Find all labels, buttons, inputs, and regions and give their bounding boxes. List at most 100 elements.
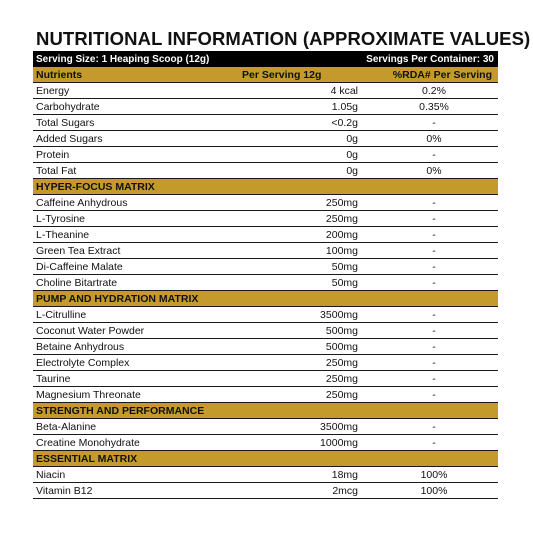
nutrient-name: Protein [36, 148, 70, 161]
nutrient-amount: 250mg [325, 356, 358, 369]
nutrient-rda: - [432, 308, 436, 321]
table-row: Taurine 250mg - [33, 371, 498, 387]
table-row: Di-Caffeine Malate 50mg - [33, 259, 498, 275]
table-row: Magnesium Threonate 250mg - [33, 387, 498, 403]
table-row: Carbohydrate 1.05g 0.35% [33, 99, 498, 115]
nutrient-rda: - [432, 276, 436, 289]
nutrient-amount: 200mg [325, 228, 358, 241]
nutrient-name: Carbohydrate [36, 100, 100, 113]
nutrient-name: Green Tea Extract [36, 244, 121, 257]
nutrient-name: Choline Bitartrate [36, 276, 118, 289]
nutrient-amount: 3500mg [320, 308, 358, 321]
nutrient-rda: - [432, 388, 436, 401]
nutrient-name: Taurine [36, 372, 71, 385]
nutrient-amount: 1.05g [331, 100, 358, 113]
nutrient-rda: - [432, 372, 436, 385]
nutrient-rda: 100% [420, 468, 448, 481]
nutrient-amount: 250mg [325, 388, 358, 401]
nutrient-rda: 0% [426, 164, 442, 177]
nutrient-rda: - [432, 228, 436, 241]
table-row: Total Fat 0g 0% [33, 163, 498, 179]
section-title: PUMP AND HYDRATION MATRIX [36, 292, 199, 305]
nutrient-name: Niacin [36, 468, 66, 481]
serving-bar: Serving Size: 1 Heaping Scoop (12g) Serv… [33, 51, 498, 67]
table-row: Electrolyte Complex 250mg - [33, 355, 498, 371]
nutrient-name: L-Tyrosine [36, 212, 86, 225]
nutrient-name: L-Theanine [36, 228, 90, 241]
nutrient-rda: - [432, 148, 436, 161]
nutrient-amount: 1000mg [320, 436, 358, 449]
table-row: Energy 4 kcal 0.2% [33, 83, 498, 99]
nutrient-amount: 3500mg [320, 420, 358, 433]
servings-per-container: Servings Per Container: 30 [366, 53, 494, 65]
section-header: HYPER-FOCUS MATRIX [33, 179, 498, 195]
nutrient-name: Total Fat [36, 164, 77, 177]
nutrient-name: Electrolyte Complex [36, 356, 130, 369]
table-row: L-Tyrosine 250mg - [33, 211, 498, 227]
table-row: Niacin 18mg 100% [33, 467, 498, 483]
nutrient-amount: 2mcg [332, 484, 358, 497]
nutrition-table: Nutrients Per Serving 12g %RDA# Per Serv… [33, 67, 498, 499]
nutrient-rda: - [432, 116, 436, 129]
section-title: ESSENTIAL MATRIX [36, 452, 138, 465]
nutrient-rda: - [432, 356, 436, 369]
nutrient-name: Vitamin B12 [36, 484, 93, 497]
section-title: STRENGTH AND PERFORMANCE [36, 404, 205, 417]
nutrient-name: Caffeine Anhydrous [36, 196, 128, 209]
nutrient-rda: 0.2% [422, 84, 446, 97]
nutrient-rda: 100% [420, 484, 448, 497]
table-row: Betaine Anhydrous 500mg - [33, 339, 498, 355]
serving-size: Serving Size: 1 Heaping Scoop (12g) [36, 53, 210, 65]
table-row: Vitamin B12 2mcg 100% [33, 483, 498, 499]
nutrient-amount: 250mg [325, 196, 358, 209]
nutrient-amount: 0g [346, 148, 358, 161]
nutrient-rda: - [432, 340, 436, 353]
section-title: HYPER-FOCUS MATRIX [36, 180, 155, 193]
nutrient-amount: 4 kcal [330, 84, 358, 97]
nutrient-rda: - [432, 420, 436, 433]
nutrient-name: L-Citrulline [36, 308, 87, 321]
nutrient-amount: 250mg [325, 212, 358, 225]
nutrient-rda: - [432, 244, 436, 257]
table-row: Choline Bitartrate 50mg - [33, 275, 498, 291]
section-header: PUMP AND HYDRATION MATRIX [33, 291, 498, 307]
table-row: L-Citrulline 3500mg - [33, 307, 498, 323]
nutrient-amount: 250mg [325, 372, 358, 385]
nutrient-name: Coconut Water Powder [36, 324, 145, 337]
header-rda: %RDA# Per Serving [392, 68, 492, 81]
nutrient-amount: 18mg [331, 468, 358, 481]
table-row: Creatine Monohydrate 1000mg - [33, 435, 498, 451]
page-title: NUTRITIONAL INFORMATION (APPROXIMATE VAL… [36, 28, 531, 49]
table-row: L-Theanine 200mg - [33, 227, 498, 243]
nutrient-amount: 100mg [325, 244, 358, 257]
nutrient-name: Di-Caffeine Malate [36, 260, 123, 273]
nutrient-rda: - [432, 324, 436, 337]
nutrient-name: Creatine Monohydrate [36, 436, 140, 449]
table-row: Beta-Alanine 3500mg - [33, 419, 498, 435]
header-per-serving: Per Serving 12g [242, 68, 322, 81]
nutrition-panel: NUTRITIONAL INFORMATION (APPROXIMATE VAL… [33, 28, 531, 499]
nutrient-name: Total Sugars [36, 116, 95, 129]
table-row: Coconut Water Powder 500mg - [33, 323, 498, 339]
nutrient-name: Beta-Alanine [36, 420, 97, 433]
header-nutrient: Nutrients [36, 68, 83, 81]
table-header: Nutrients Per Serving 12g %RDA# Per Serv… [33, 67, 498, 83]
table-row: Green Tea Extract 100mg - [33, 243, 498, 259]
nutrient-name: Betaine Anhydrous [36, 340, 125, 353]
table-row: Caffeine Anhydrous 250mg - [33, 195, 498, 211]
nutrient-amount: 500mg [325, 324, 358, 337]
nutrient-rda: - [432, 196, 436, 209]
nutrient-name: Added Sugars [36, 132, 103, 145]
table-row: Total Sugars <0.2g - [33, 115, 498, 131]
nutrient-amount: 500mg [325, 340, 358, 353]
nutrient-amount: 0g [346, 132, 358, 145]
nutrient-amount: <0.2g [331, 116, 358, 129]
nutrient-rda: - [432, 212, 436, 225]
nutrient-name: Energy [36, 84, 70, 97]
nutrient-rda: - [432, 260, 436, 273]
nutrient-rda: 0% [426, 132, 442, 145]
nutrient-amount: 50mg [331, 276, 358, 289]
nutrient-amount: 0g [346, 164, 358, 177]
table-row: Protein 0g - [33, 147, 498, 163]
nutrient-rda: 0.35% [419, 100, 449, 113]
